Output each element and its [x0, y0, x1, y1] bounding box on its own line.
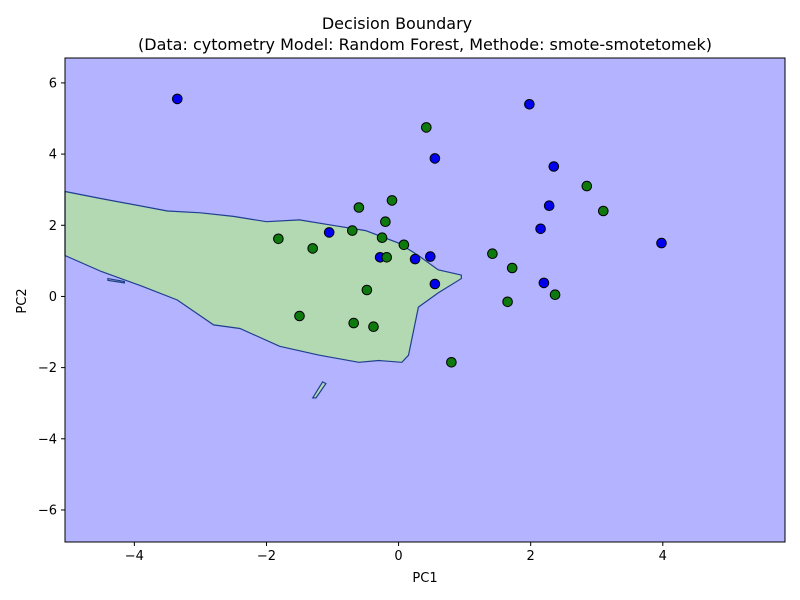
green-class-region-1 [311, 381, 327, 399]
blue-data-point-0 [172, 93, 183, 105]
green-data-point-2 [598, 205, 609, 217]
blue-data-point-3 [548, 161, 560, 172]
y-tick-label: 2 [49, 219, 57, 234]
y-tick-label: 4 [49, 148, 57, 163]
y-axis-label: PC2 [15, 288, 30, 313]
green-data-point-15 [549, 289, 561, 301]
x-tick-label: 2 [527, 549, 535, 564]
green-data-point-16 [502, 296, 513, 308]
green-data-point-7 [376, 232, 388, 243]
x-axis-label: PC1 [412, 571, 437, 586]
x-tick-label: 4 [659, 549, 667, 564]
green-data-point-5 [380, 216, 391, 227]
green-data-point-20 [446, 357, 457, 368]
green-class-region-2 [107, 277, 126, 284]
green-class-region-0 [64, 190, 462, 363]
green-data-point-17 [294, 310, 305, 322]
green-data-point-19 [368, 321, 379, 333]
blue-data-point-6 [656, 237, 667, 249]
green-data-point-1 [581, 180, 593, 192]
green-data-point-11 [381, 251, 393, 263]
blue-data-point-7 [323, 227, 335, 238]
y-tick-label: 6 [49, 76, 57, 91]
plot-area: −4 −2 0 2 4 −6 −4 −2 0 2 4 6 [38, 57, 786, 564]
green-data-point-8 [398, 239, 410, 251]
green-data-point-3 [386, 195, 398, 206]
green-data-point-18 [348, 317, 360, 329]
chart-title: Decision Boundary [322, 14, 472, 33]
green-data-point-9 [273, 233, 284, 245]
x-tick-label: −4 [125, 549, 144, 564]
blue-data-point-11 [429, 278, 441, 290]
green-data-point-12 [487, 248, 498, 259]
y-tick-label: −6 [38, 503, 57, 518]
green-data-point-13 [506, 262, 518, 274]
plot-frame [64, 57, 786, 543]
x-tick-label: 0 [394, 549, 402, 564]
x-tick-label: −2 [257, 549, 276, 564]
y-tick-label: 0 [49, 290, 57, 305]
green-data-point-14 [361, 284, 373, 296]
green-data-point-4 [353, 202, 365, 213]
blue-data-point-1 [524, 99, 535, 110]
chart-subtitle: (Data: cytometry Model: Random Forest, M… [138, 35, 712, 54]
blue-data-point-9 [425, 251, 436, 262]
y-tick-label: −2 [38, 361, 57, 376]
blue-data-point-4 [543, 200, 555, 211]
green-data-point-6 [347, 225, 358, 236]
blue-data-point-2 [429, 153, 441, 164]
blue-data-point-12 [538, 277, 550, 289]
blue-data-point-10 [409, 253, 421, 265]
y-tick-label: −4 [38, 432, 57, 447]
green-data-point-10 [307, 243, 319, 254]
green-data-point-0 [421, 122, 432, 133]
blue-data-point-5 [535, 223, 546, 235]
